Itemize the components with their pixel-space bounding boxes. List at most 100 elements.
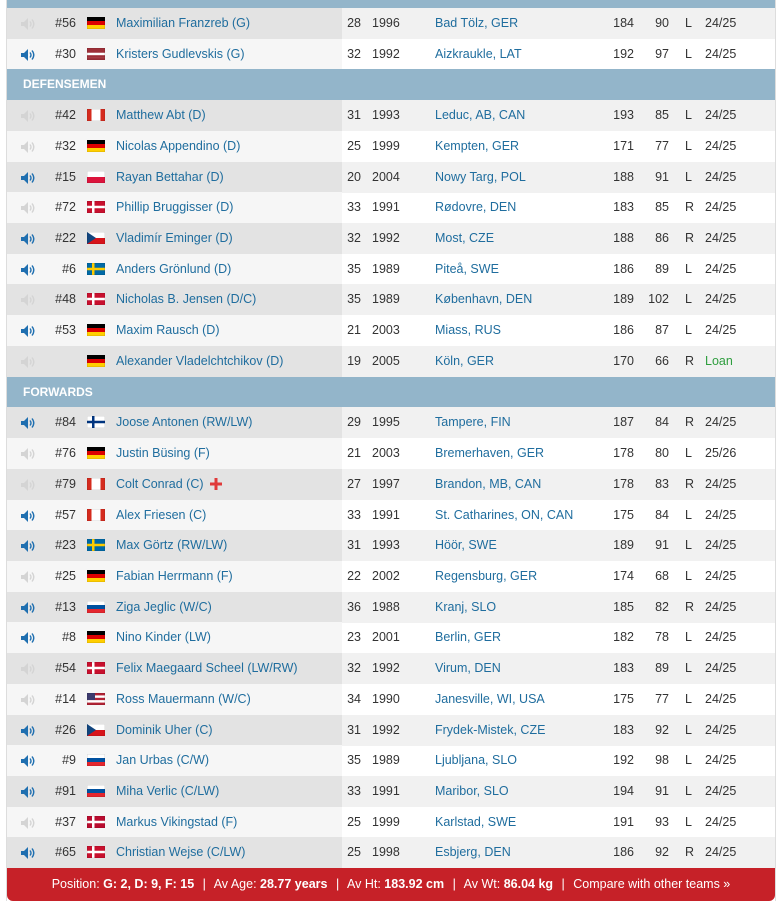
birthplace: Most, CZE	[435, 231, 495, 246]
jersey-number: #26	[55, 722, 76, 737]
player-name[interactable]: Matthew Abt (D)	[116, 108, 206, 123]
player-name[interactable]: Maximilian Franzreb (G)	[116, 16, 251, 30]
birthplace: Aizkraukle, LAT	[435, 46, 522, 61]
player-name[interactable]: Miha Verlic (C/LW)	[116, 784, 220, 798]
audio-icon[interactable]	[20, 631, 36, 645]
age: 32	[347, 231, 361, 246]
player-name[interactable]: Ziga Jeglic (W/C)	[116, 599, 212, 614]
audio-icon[interactable]	[20, 724, 36, 738]
row-shade	[7, 407, 342, 439]
player-name[interactable]: Nino Kinder (LW)	[116, 630, 211, 645]
height: 171	[613, 138, 634, 153]
birth-year: 1992	[372, 661, 400, 676]
player-name[interactable]: Phillip Bruggisser (D)	[116, 200, 234, 215]
weight: 77	[655, 138, 669, 153]
player-name[interactable]: Vladimír Eminger (D)	[116, 231, 233, 246]
contract: 24/25	[705, 507, 737, 522]
flag-border	[87, 846, 105, 859]
player-name[interactable]: Fabian Herrmann (F)	[116, 568, 233, 583]
player-name[interactable]: Felix Maegaard Scheel (LW/RW)	[116, 661, 298, 676]
audio-icon	[21, 570, 35, 583]
contract: 24/25	[705, 630, 737, 645]
footer-label: Av Age:	[213, 877, 257, 891]
audio-icon[interactable]	[20, 539, 36, 553]
player-name[interactable]: Christian Wejse (C/LW)	[116, 845, 246, 860]
audio-icon[interactable]	[20, 263, 36, 277]
sound-wave	[29, 418, 35, 429]
speaker	[21, 724, 28, 737]
player-name[interactable]: Dominik Uher (C)	[116, 722, 213, 737]
age: 36	[347, 599, 361, 614]
player-name[interactable]: Alex Friesen (C)	[116, 507, 207, 522]
player-row: #22 Vladimír Eminger (D) 32 1992 Most, CZE 18…	[7, 223, 775, 255]
flag-part	[87, 543, 105, 547]
flag	[87, 47, 105, 60]
audio-icon	[21, 448, 35, 461]
audio-icon[interactable]	[20, 232, 36, 246]
player-name[interactable]: Nicolas Appendino (D)	[116, 138, 241, 153]
player-name[interactable]: Nicholas B. Jensen (D/C)	[116, 292, 257, 307]
contract: 24/25	[705, 16, 737, 30]
speaker	[21, 632, 28, 645]
jersey-number: #32	[55, 138, 76, 153]
contract: 24/25	[705, 292, 737, 307]
player-name[interactable]: Kristers Gudlevskis (G)	[116, 46, 245, 61]
age: 21	[347, 323, 361, 338]
speaker	[21, 693, 28, 706]
weight: 82	[655, 599, 669, 614]
player-name[interactable]: Rayan Bettahar (D)	[116, 169, 224, 184]
jersey-number: #6	[62, 261, 76, 276]
audio-icon[interactable]	[20, 416, 36, 430]
footer-label: Av Ht:	[347, 877, 381, 891]
row-shade	[7, 776, 342, 807]
player-row: #54 Felix Maegaard Scheel (LW/RW) 32 1992 Vi…	[7, 653, 775, 685]
audio-icon[interactable]	[20, 48, 36, 62]
speaker	[21, 816, 28, 829]
flag-part	[87, 21, 105, 26]
weight: 97	[655, 46, 669, 61]
flag-part	[87, 692, 95, 700]
player-name[interactable]: Colt Conrad (C)	[116, 476, 204, 491]
height: 188	[613, 169, 634, 184]
birth-year: 1997	[372, 476, 400, 491]
player-name[interactable]: Anders Grönlund (D)	[116, 261, 232, 276]
audio-icon[interactable]	[20, 785, 36, 799]
audio-icon[interactable]	[20, 171, 36, 185]
age: 33	[347, 200, 361, 215]
compare-link[interactable]: Compare with other teams »	[573, 877, 731, 891]
flag	[87, 17, 105, 29]
shoots: L	[685, 446, 692, 461]
audio-icon[interactable]	[20, 509, 36, 523]
audio-icon[interactable]	[20, 601, 36, 615]
jersey-number: #25	[55, 568, 76, 583]
audio-icon[interactable]	[20, 324, 36, 338]
flag-part	[87, 232, 96, 245]
flag-part	[91, 477, 97, 490]
age: 35	[347, 292, 361, 307]
player-name[interactable]: Alexander Vladelchtchikov (D)	[116, 353, 284, 368]
captain-icon	[210, 477, 222, 490]
sound-wave	[29, 356, 35, 367]
shoots: L	[685, 753, 692, 768]
flag-border	[87, 139, 105, 152]
audio-icon[interactable]	[20, 846, 36, 860]
player-name[interactable]: Max Görtz (RW/LW)	[116, 538, 228, 553]
player-name[interactable]: Justin Büsing (F)	[116, 446, 210, 461]
player-name[interactable]: Markus Vikingstad (F)	[116, 814, 238, 829]
flag-part	[87, 421, 105, 424]
height: 192	[613, 46, 634, 61]
player-name[interactable]: Joose Antonen (RW/LW)	[116, 415, 253, 430]
shoots: L	[685, 261, 692, 276]
audio-icon[interactable]	[20, 754, 36, 768]
player-row: #8 Nino Kinder (LW) 23 2001 Berlin, GER 182 78…	[7, 622, 775, 654]
player-name[interactable]: Ross Mauermann (W/C)	[116, 691, 251, 706]
player-name[interactable]: Maxim Rausch (D)	[116, 323, 220, 338]
player-name[interactable]: Jan Urbas (C/W)	[116, 753, 210, 768]
age: 29	[347, 415, 361, 430]
flag-part	[87, 666, 105, 670]
speaker	[21, 755, 28, 768]
sound-wave	[29, 572, 35, 582]
birthplace: Tampere, FIN	[435, 415, 511, 430]
height: 178	[613, 476, 634, 491]
flag-part	[87, 455, 105, 460]
